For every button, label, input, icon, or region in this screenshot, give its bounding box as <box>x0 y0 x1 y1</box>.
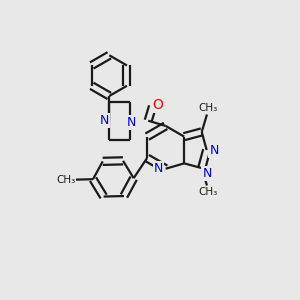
Text: N: N <box>202 167 212 180</box>
Text: N: N <box>99 114 109 127</box>
Text: N: N <box>127 116 136 129</box>
Text: N: N <box>154 162 163 175</box>
Text: CH₃: CH₃ <box>199 103 218 113</box>
Text: O: O <box>152 98 163 112</box>
Text: CH₃: CH₃ <box>199 187 218 197</box>
Text: CH₃: CH₃ <box>56 175 76 185</box>
Text: N: N <box>209 143 219 157</box>
